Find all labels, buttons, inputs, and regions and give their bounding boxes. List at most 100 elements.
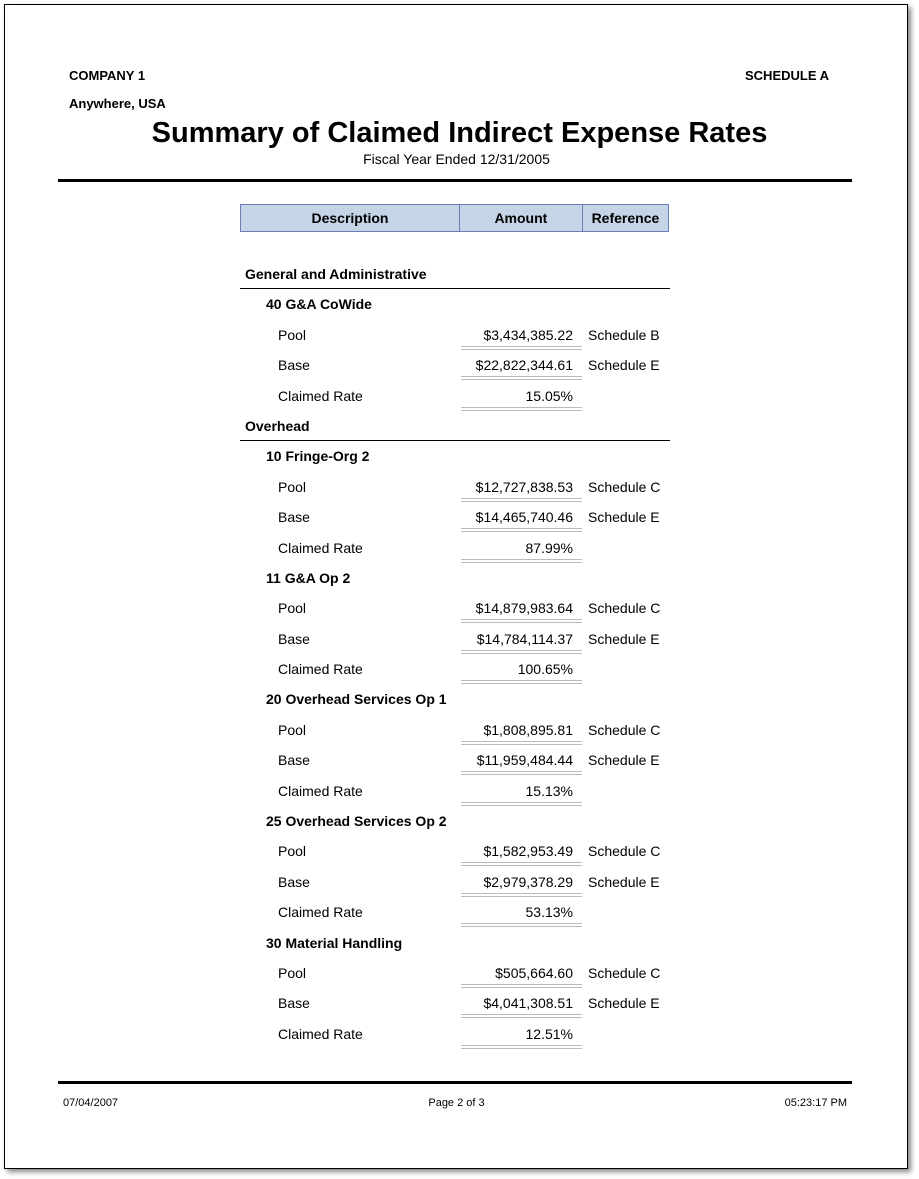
item-label: Pool xyxy=(278,326,307,343)
schedule-label: SCHEDULE A xyxy=(745,68,830,83)
company-location: Anywhere, USA xyxy=(69,96,166,111)
group-heading: 11 G&A Op 2 xyxy=(240,563,670,593)
item-amount: 12.51% xyxy=(525,1025,573,1042)
item-reference: Schedule B xyxy=(588,326,660,343)
section-heading: Overhead xyxy=(240,411,670,442)
table-row: Pool $14,879,983.64 Schedule C xyxy=(240,593,670,624)
item-amount: 87.99% xyxy=(525,539,573,556)
table-row: Claimed Rate 12.51% xyxy=(240,1019,670,1049)
double-underline xyxy=(461,406,582,411)
item-label: Pool xyxy=(278,478,307,495)
section-heading: General and Administrative xyxy=(240,259,670,290)
item-label: Claimed Rate xyxy=(278,1025,363,1042)
group-heading: 25 Overhead Services Op 2 xyxy=(240,806,670,836)
item-label: Pool xyxy=(278,721,307,738)
item-reference: Schedule E xyxy=(588,995,660,1012)
column-reference: Reference xyxy=(591,210,660,226)
table-row: Base $22,822,344.61 Schedule E xyxy=(240,350,670,381)
item-label: Pool xyxy=(278,843,307,860)
footer-date: 07/04/2007 xyxy=(63,1097,119,1109)
table-body: General and Administrative 40 G&A CoWide P… xyxy=(240,259,670,1049)
table-row: Pool $1,582,953.49 Schedule C xyxy=(240,836,670,867)
double-underline xyxy=(461,649,582,654)
group-heading: 10 Fringe-Org 2 xyxy=(240,441,670,471)
table-row: Claimed Rate 15.13% xyxy=(240,776,670,806)
table-row: Pool $3,434,385.22 Schedule B xyxy=(240,320,670,350)
table-row: Claimed Rate 87.99% xyxy=(240,533,670,563)
item-reference: Schedule C xyxy=(588,721,661,738)
group-name: 11 G&A Op 2 xyxy=(266,569,351,586)
double-underline xyxy=(461,1014,582,1019)
item-amount: $4,041,308.51 xyxy=(483,995,573,1012)
item-amount: 15.13% xyxy=(525,782,573,799)
table-row: Claimed Rate 100.65% xyxy=(240,654,670,685)
item-label: Pool xyxy=(278,964,307,981)
footer-page: Page 2 of 3 xyxy=(428,1097,485,1109)
table-row: Claimed Rate 53.13% xyxy=(240,897,670,928)
header-rule xyxy=(58,179,852,182)
double-underline xyxy=(461,801,582,806)
item-amount: $11,959,484.44 xyxy=(476,752,573,769)
item-label: Claimed Rate xyxy=(278,387,363,404)
item-label: Base xyxy=(278,995,310,1012)
item-label: Base xyxy=(278,630,310,647)
item-label: Claimed Rate xyxy=(278,782,363,799)
double-underline xyxy=(461,680,582,685)
table-header: Description Amount Reference xyxy=(240,204,669,232)
double-underline xyxy=(461,740,582,745)
item-reference: Schedule C xyxy=(588,843,661,860)
double-underline xyxy=(461,497,582,502)
group-heading: 30 Material Handling xyxy=(240,928,670,958)
item-label: Base xyxy=(278,752,310,769)
table-row: Base $4,041,308.51 Schedule E xyxy=(240,988,670,1019)
item-reference: Schedule E xyxy=(588,509,660,526)
column-description: Description xyxy=(241,205,460,231)
table-row: Base $2,979,378.29 Schedule E xyxy=(240,867,670,897)
double-underline xyxy=(461,923,582,928)
double-underline xyxy=(461,558,582,563)
double-underline xyxy=(461,345,582,350)
item-reference: Schedule E xyxy=(588,630,660,647)
item-reference: Schedule C xyxy=(588,964,661,981)
item-amount: $12,727,838.53 xyxy=(475,478,573,495)
item-amount: 15.05% xyxy=(525,387,573,404)
report-title: Summary of Claimed Indirect Expense Rate… xyxy=(151,117,768,149)
report-page xyxy=(4,4,908,1169)
table-row: Pool $1,808,895.81 Schedule C xyxy=(240,715,670,745)
group-name: 25 Overhead Services Op 2 xyxy=(266,813,447,830)
item-reference: Schedule E xyxy=(588,752,660,769)
item-label: Claimed Rate xyxy=(278,661,363,678)
item-label: Base xyxy=(278,509,310,526)
item-label: Claimed Rate xyxy=(278,539,363,556)
footer-time: 05:23:17 PM xyxy=(784,1097,847,1109)
column-amount: Amount xyxy=(460,205,583,231)
group-name: 30 Material Handling xyxy=(266,934,403,951)
item-reference: Schedule C xyxy=(588,600,661,617)
group-heading: 20 Overhead Services Op 1 xyxy=(240,684,670,714)
item-amount: $1,582,953.49 xyxy=(483,843,573,860)
group-name: 40 G&A CoWide xyxy=(266,296,372,313)
table-row: Pool $505,664.60 Schedule C xyxy=(240,958,670,988)
double-underline xyxy=(461,619,582,624)
item-amount: $505,664.60 xyxy=(495,964,573,981)
item-amount: $3,434,385.22 xyxy=(483,326,573,343)
item-amount: $14,465,740.46 xyxy=(475,509,573,526)
table-row: Pool $12,727,838.53 Schedule C xyxy=(240,472,670,502)
item-label: Base xyxy=(278,873,310,890)
item-amount: $22,822,344.61 xyxy=(475,357,573,374)
item-reference: Schedule E xyxy=(588,357,660,374)
item-amount: 100.65% xyxy=(517,661,573,678)
item-amount: 53.13% xyxy=(525,904,573,921)
report-subtitle: Fiscal Year Ended 12/31/2005 xyxy=(363,151,550,167)
section-name: Overhead xyxy=(245,417,310,434)
group-name: 20 Overhead Services Op 1 xyxy=(266,691,447,708)
item-amount: $14,879,983.64 xyxy=(475,600,573,617)
table-row: Claimed Rate 15.05% xyxy=(240,381,670,411)
double-underline xyxy=(461,771,582,776)
double-underline xyxy=(461,376,582,381)
table-row: Base $11,959,484.44 Schedule E xyxy=(240,745,670,776)
company-name: COMPANY 1 xyxy=(69,68,146,83)
item-label: Claimed Rate xyxy=(278,904,363,921)
item-reference: Schedule C xyxy=(588,478,661,495)
item-amount: $14,784,114.37 xyxy=(476,630,573,647)
